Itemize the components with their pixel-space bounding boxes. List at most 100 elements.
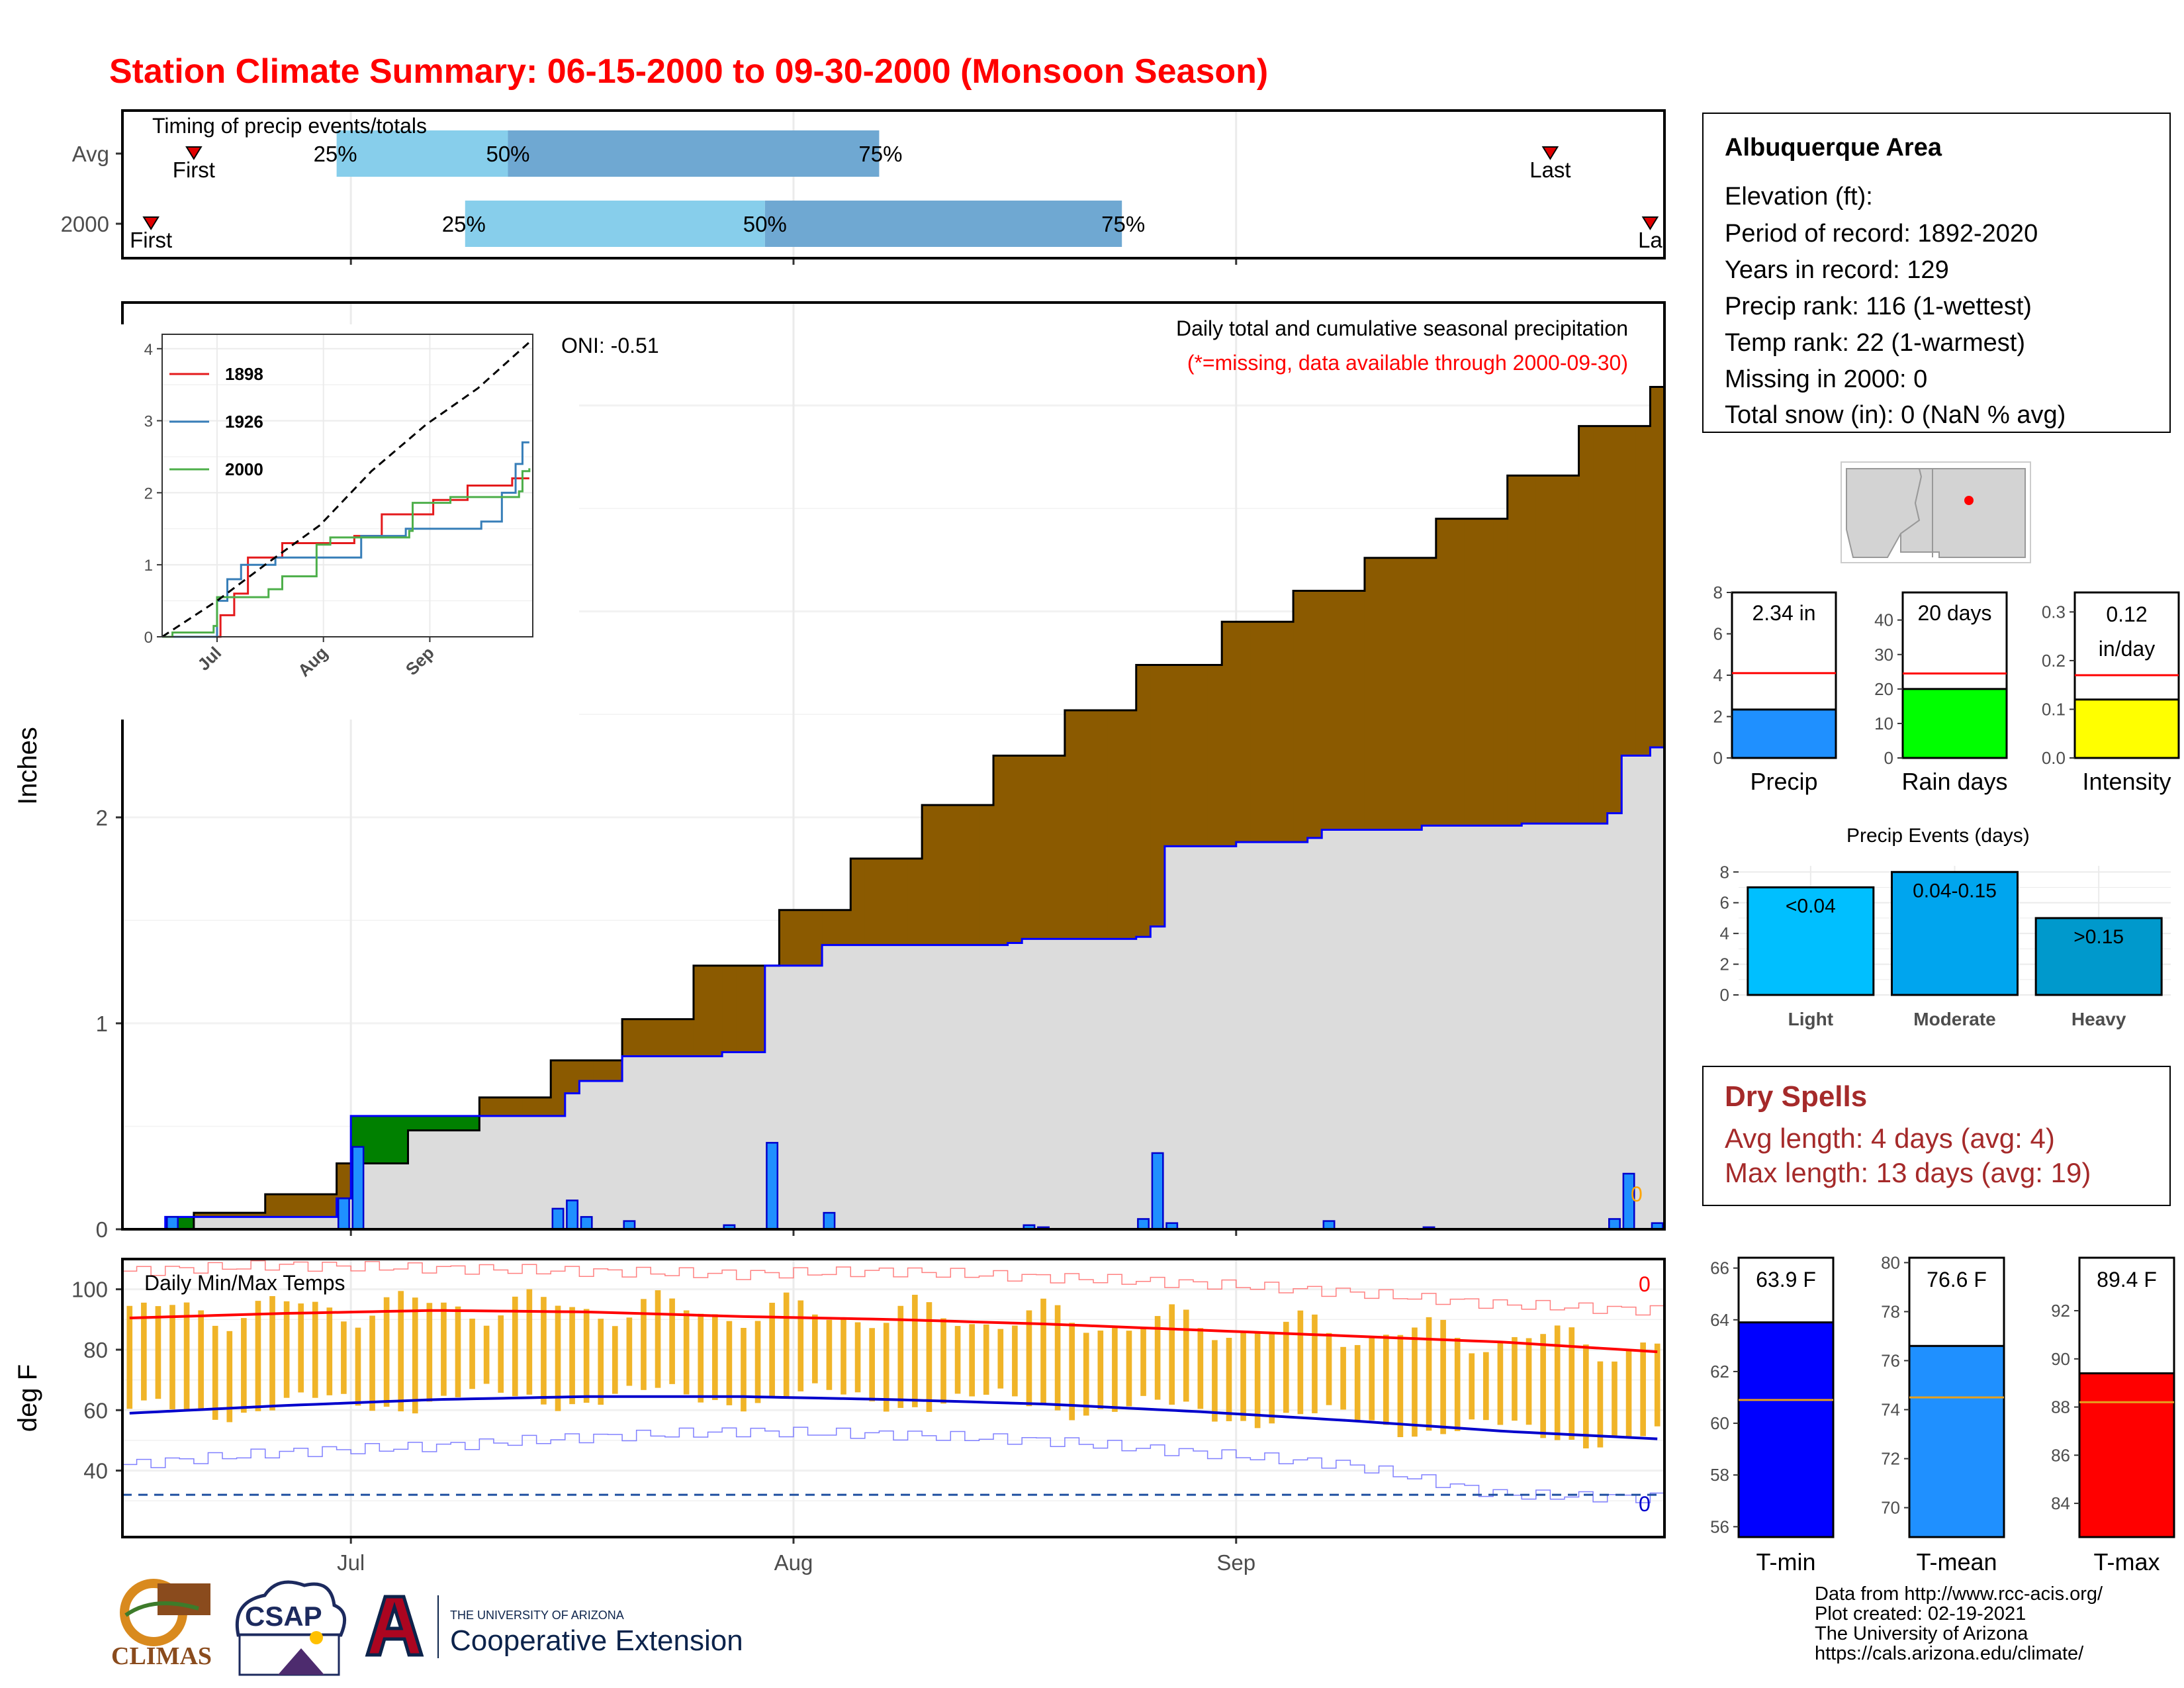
y-tick-label: 0 <box>96 1217 108 1242</box>
footer-line: Plot created: 02-19-2021 <box>1815 1603 2026 1624</box>
station-line: Missing in 2000: 0 <box>1725 365 1928 393</box>
surplus-band <box>393 1115 409 1164</box>
deficit-band <box>1222 622 1237 847</box>
daily-temp-bar <box>1054 1305 1061 1411</box>
daily-temp-bar <box>198 1310 204 1411</box>
tick-label: 0 <box>1713 748 1723 768</box>
station-line: Temp rank: 22 (1-warmest) <box>1725 329 2026 357</box>
daily-temp-bar <box>712 1314 718 1400</box>
surplus-band <box>179 1217 195 1229</box>
deficit-band <box>736 965 751 1053</box>
daily-precip-bar <box>1137 1218 1150 1231</box>
deficit-band <box>1364 557 1380 830</box>
daily-temp-bar <box>226 1331 233 1423</box>
mini-bar-value <box>2073 698 2180 759</box>
quartile-label-25: 25% <box>442 212 486 236</box>
daily-temp-bar <box>1297 1310 1304 1415</box>
quartile-label-25: 25% <box>314 142 357 166</box>
daily-temp-bar <box>1269 1332 1275 1424</box>
missing-note: (*=missing, data available through 2000-… <box>1187 351 1628 375</box>
daily-temp-bar <box>1512 1336 1518 1421</box>
temp-bar-label: T-mean <box>1916 1548 1997 1575</box>
deficit-band <box>1621 426 1637 756</box>
daily-temp-bar <box>1497 1341 1504 1425</box>
deficit-band <box>1079 710 1094 939</box>
tick-label: 66 <box>1710 1258 1729 1278</box>
daily-temp-bar <box>255 1301 261 1411</box>
daily-temp-bar <box>369 1315 375 1411</box>
deficit-band <box>693 965 709 1056</box>
deficit-band <box>508 1097 523 1116</box>
mini-bar-unit-label: in/day <box>2099 637 2155 661</box>
deficit-band <box>893 859 909 945</box>
tick-label: 58 <box>1710 1465 1729 1485</box>
daily-temp-bar <box>1097 1331 1104 1409</box>
surplus-band <box>365 1115 380 1164</box>
daily-temp-bar <box>1254 1333 1261 1429</box>
first-label: First <box>130 228 172 252</box>
daily-temp-bar <box>126 1305 133 1409</box>
deficit-band <box>664 1019 680 1056</box>
daily-temp-bar <box>841 1319 846 1395</box>
deficit-band <box>850 859 866 945</box>
deficit-band <box>479 1097 494 1116</box>
daily-temp-bar <box>598 1319 604 1405</box>
event-category-label: Light <box>1788 1009 1833 1029</box>
daily-temp-bar <box>183 1302 190 1411</box>
first-label: First <box>173 158 215 182</box>
main-caption: Daily total and cumulative seasonal prec… <box>1175 316 1628 340</box>
event-bar-label: <0.04 <box>1786 896 1836 917</box>
quartile-bar-50-75 <box>764 201 1122 247</box>
deficit-band <box>265 1194 280 1217</box>
event-category-label: Heavy <box>2071 1009 2126 1029</box>
daily-precip-bar <box>766 1142 779 1231</box>
daily-temp-bar <box>1312 1314 1318 1413</box>
legend-label: 1898 <box>225 364 263 384</box>
csap-logo-mountain <box>278 1648 324 1675</box>
daily-temp-bar <box>1383 1335 1389 1425</box>
deficit-band <box>1635 426 1651 756</box>
daily-temp-bar <box>569 1307 575 1405</box>
daily-temp-bar <box>426 1303 433 1402</box>
inset-series-2000 <box>162 468 531 638</box>
daily-temp-bar <box>1183 1309 1189 1402</box>
deficit-band <box>1193 665 1208 847</box>
deficit-band <box>1350 590 1365 830</box>
daily-temp-bar <box>1154 1316 1161 1400</box>
tick-label: 20 <box>1874 679 1893 699</box>
daily-temp-bar <box>212 1325 218 1420</box>
daily-temp-bar <box>954 1326 961 1394</box>
deficit-band <box>579 1060 594 1081</box>
daily-precip-bar <box>823 1211 836 1231</box>
last-label: La <box>1638 228 1662 252</box>
daily-temp-bar <box>997 1329 1004 1389</box>
tick-label: 76 <box>1881 1350 1900 1370</box>
y-tick-label: 80 <box>83 1338 108 1362</box>
deficit-band <box>1507 475 1522 826</box>
daily-temp-bar <box>741 1327 747 1412</box>
main-frame <box>121 301 1666 1231</box>
deficit-band <box>1022 755 1037 939</box>
daily-precip-bar <box>1608 1218 1621 1231</box>
daily-temp-bar <box>912 1294 918 1407</box>
tick-label: 30 <box>1874 645 1893 665</box>
daily-temp-bar <box>883 1323 889 1412</box>
y-axis-title: deg F <box>13 1364 42 1432</box>
daily-temp-bar <box>169 1305 175 1409</box>
dry-spells-max: Max length: 13 days (avg: 19) <box>1725 1157 2091 1188</box>
tick-label: 0.2 <box>2042 651 2066 671</box>
daily-temp-bar <box>1340 1346 1346 1410</box>
daily-temp-bar <box>1140 1329 1146 1396</box>
daily-temp-bar <box>298 1303 304 1393</box>
deficit-band <box>1064 710 1080 939</box>
daily-temp-bar <box>141 1302 147 1401</box>
tick-label: 86 <box>2051 1445 2070 1465</box>
deficit-band <box>1593 426 1608 824</box>
deficit-band <box>1407 557 1422 830</box>
deficit-band <box>864 859 880 945</box>
temp-bar-value-label: 63.9 F <box>1756 1268 1816 1291</box>
daily-temp-bar <box>241 1318 247 1413</box>
deficit-band <box>1322 590 1337 830</box>
temp-count-bottom: 0 <box>1639 1492 1651 1516</box>
deficit-band <box>608 1060 623 1081</box>
